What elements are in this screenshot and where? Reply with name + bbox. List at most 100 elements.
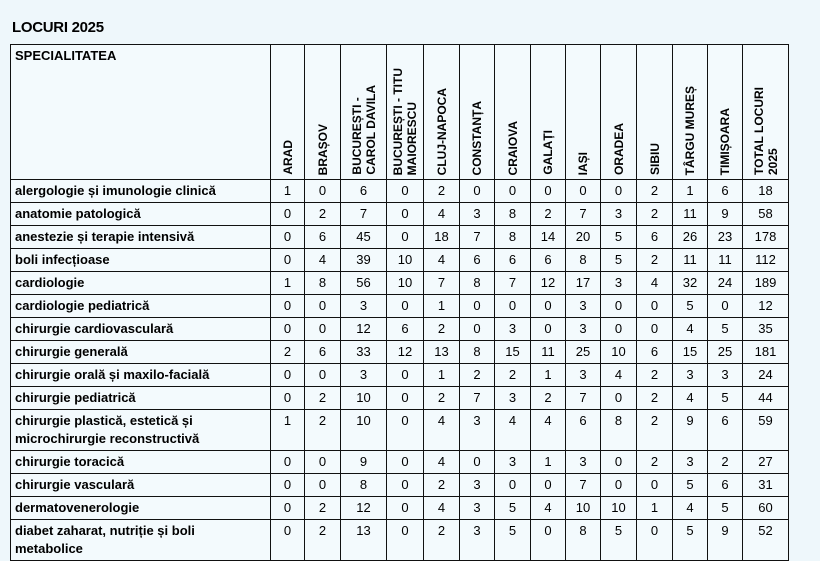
places-cell: 2 — [304, 519, 341, 561]
column-header-label: TIMIȘOARA — [718, 107, 732, 175]
places-cell: 6 — [494, 248, 531, 272]
places-cell: 2 — [423, 317, 460, 341]
places-cell: 6 — [459, 248, 495, 272]
places-cell: 3 — [459, 473, 495, 497]
places-cell: 3 — [340, 294, 387, 318]
places-cell: 5 — [494, 496, 531, 520]
places-cell: 6 — [304, 340, 341, 364]
places-cell: 0 — [270, 317, 305, 341]
places-cell: 5 — [707, 386, 743, 410]
places-cell: 6 — [386, 317, 424, 341]
places-cell: 2 — [304, 496, 341, 520]
column-header: CLUJ-NAPOCA — [423, 44, 460, 180]
places-cell: 0 — [386, 386, 424, 410]
places-cell: 5 — [672, 473, 708, 497]
places-cell: 2 — [459, 363, 495, 387]
places-cell: 14 — [530, 225, 566, 249]
places-cell: 6 — [707, 179, 743, 203]
places-cell: 0 — [304, 473, 341, 497]
places-cell: 33 — [340, 340, 387, 364]
specialty-name: chirurgie pediatrică — [10, 386, 271, 410]
total-cell: 189 — [742, 271, 789, 295]
places-cell: 0 — [304, 294, 341, 318]
header-row: SPECIALITATEA ARAD BRAȘOV BUCUREȘTI - CAROL… — [10, 44, 789, 180]
places-cell: 0 — [270, 202, 305, 226]
places-cell: 3 — [565, 450, 601, 474]
places-cell: 10 — [386, 248, 424, 272]
places-cell: 0 — [270, 473, 305, 497]
table-row: chirurgie cardiovasculară 0 0 12 6 2 0 3 0 3 0 0 4 5 3… — [10, 317, 789, 341]
places-cell: 6 — [707, 409, 743, 451]
total-cell: 59 — [742, 409, 789, 451]
places-cell: 5 — [600, 248, 637, 272]
places-cell: 6 — [636, 225, 673, 249]
places-cell: 0 — [304, 450, 341, 474]
specialty-name: anatomie patologică — [10, 202, 271, 226]
specialty-name: boli infecțioase — [10, 248, 271, 272]
column-header: TÂRGU MUREȘ — [672, 44, 708, 180]
places-cell: 2 — [423, 386, 460, 410]
places-cell: 2 — [636, 363, 673, 387]
places-cell: 0 — [494, 179, 531, 203]
places-cell: 2 — [304, 386, 341, 410]
column-header-label: IAȘI — [576, 151, 590, 175]
column-header-label: CRAIOVA — [505, 120, 520, 175]
places-cell: 0 — [270, 294, 305, 318]
places-cell: 5 — [672, 294, 708, 318]
column-header: SIBIU — [636, 44, 673, 180]
places-cell: 0 — [530, 179, 566, 203]
places-cell: 0 — [270, 225, 305, 249]
specialty-name: chirurgie plastică, estetică și microchi… — [10, 409, 271, 451]
places-cell: 10 — [386, 271, 424, 295]
places-cell: 0 — [600, 179, 637, 203]
column-header-label: TÂRGU MUREȘ — [683, 85, 697, 175]
places-cell: 3 — [459, 496, 495, 520]
places-cell: 2 — [636, 450, 673, 474]
places-cell: 0 — [530, 473, 566, 497]
places-cell: 17 — [565, 271, 601, 295]
total-cell: 181 — [742, 340, 789, 364]
places-cell: 10 — [600, 496, 637, 520]
places-cell: 0 — [459, 450, 495, 474]
places-cell: 3 — [459, 409, 495, 451]
places-cell: 8 — [304, 271, 341, 295]
places-cell: 0 — [386, 363, 424, 387]
total-cell: 112 — [742, 248, 789, 272]
places-cell: 0 — [530, 317, 566, 341]
places-cell: 8 — [459, 340, 495, 364]
places-cell: 4 — [530, 496, 566, 520]
total-cell: 60 — [742, 496, 789, 520]
column-header-specialty: SPECIALITATEA — [10, 44, 271, 180]
table-row: cardiologie 1 8 56 10 7 8 7 12 17 3 4 32 24 189 — [10, 271, 789, 295]
places-cell: 4 — [304, 248, 341, 272]
places-cell: 0 — [386, 409, 424, 451]
places-cell: 3 — [459, 519, 495, 561]
specialty-name: dermatovenerologie — [10, 496, 271, 520]
table-row: anestezie și terapie intensivă 0 6 45 0 18 7 8 1… — [10, 225, 789, 249]
total-cell: 24 — [742, 363, 789, 387]
places-cell: 10 — [600, 340, 637, 364]
column-header: CRAIOVA — [494, 44, 531, 180]
specialty-name: anestezie și terapie intensivă — [10, 225, 271, 249]
places-cell: 23 — [707, 225, 743, 249]
column-header: BUCUREȘTI - CAROL DAVILA — [340, 44, 387, 180]
column-header: GALAȚI — [530, 44, 566, 180]
places-cell: 0 — [386, 225, 424, 249]
table-row: dermatovenerologie 0 2 12 0 4 3 5 4 10 10 1 4 5 60 — [10, 496, 789, 520]
column-header-label: TOTAL LOCURI 2025 — [751, 87, 780, 175]
places-cell: 1 — [530, 450, 566, 474]
places-cell: 0 — [636, 317, 673, 341]
places-cell: 4 — [423, 409, 460, 451]
places-cell: 0 — [636, 519, 673, 561]
total-cell: 44 — [742, 386, 789, 410]
places-cell: 9 — [707, 202, 743, 226]
places-cell: 6 — [707, 473, 743, 497]
places-cell: 7 — [423, 271, 460, 295]
places-cell: 24 — [707, 271, 743, 295]
places-cell: 11 — [672, 202, 708, 226]
places-cell: 0 — [459, 317, 495, 341]
table-row: chirurgie orală și maxilo-facială 0 0 3 0 1 2 2… — [10, 363, 789, 387]
places-cell: 8 — [565, 519, 601, 561]
places-cell: 12 — [530, 271, 566, 295]
places-cell: 2 — [636, 386, 673, 410]
